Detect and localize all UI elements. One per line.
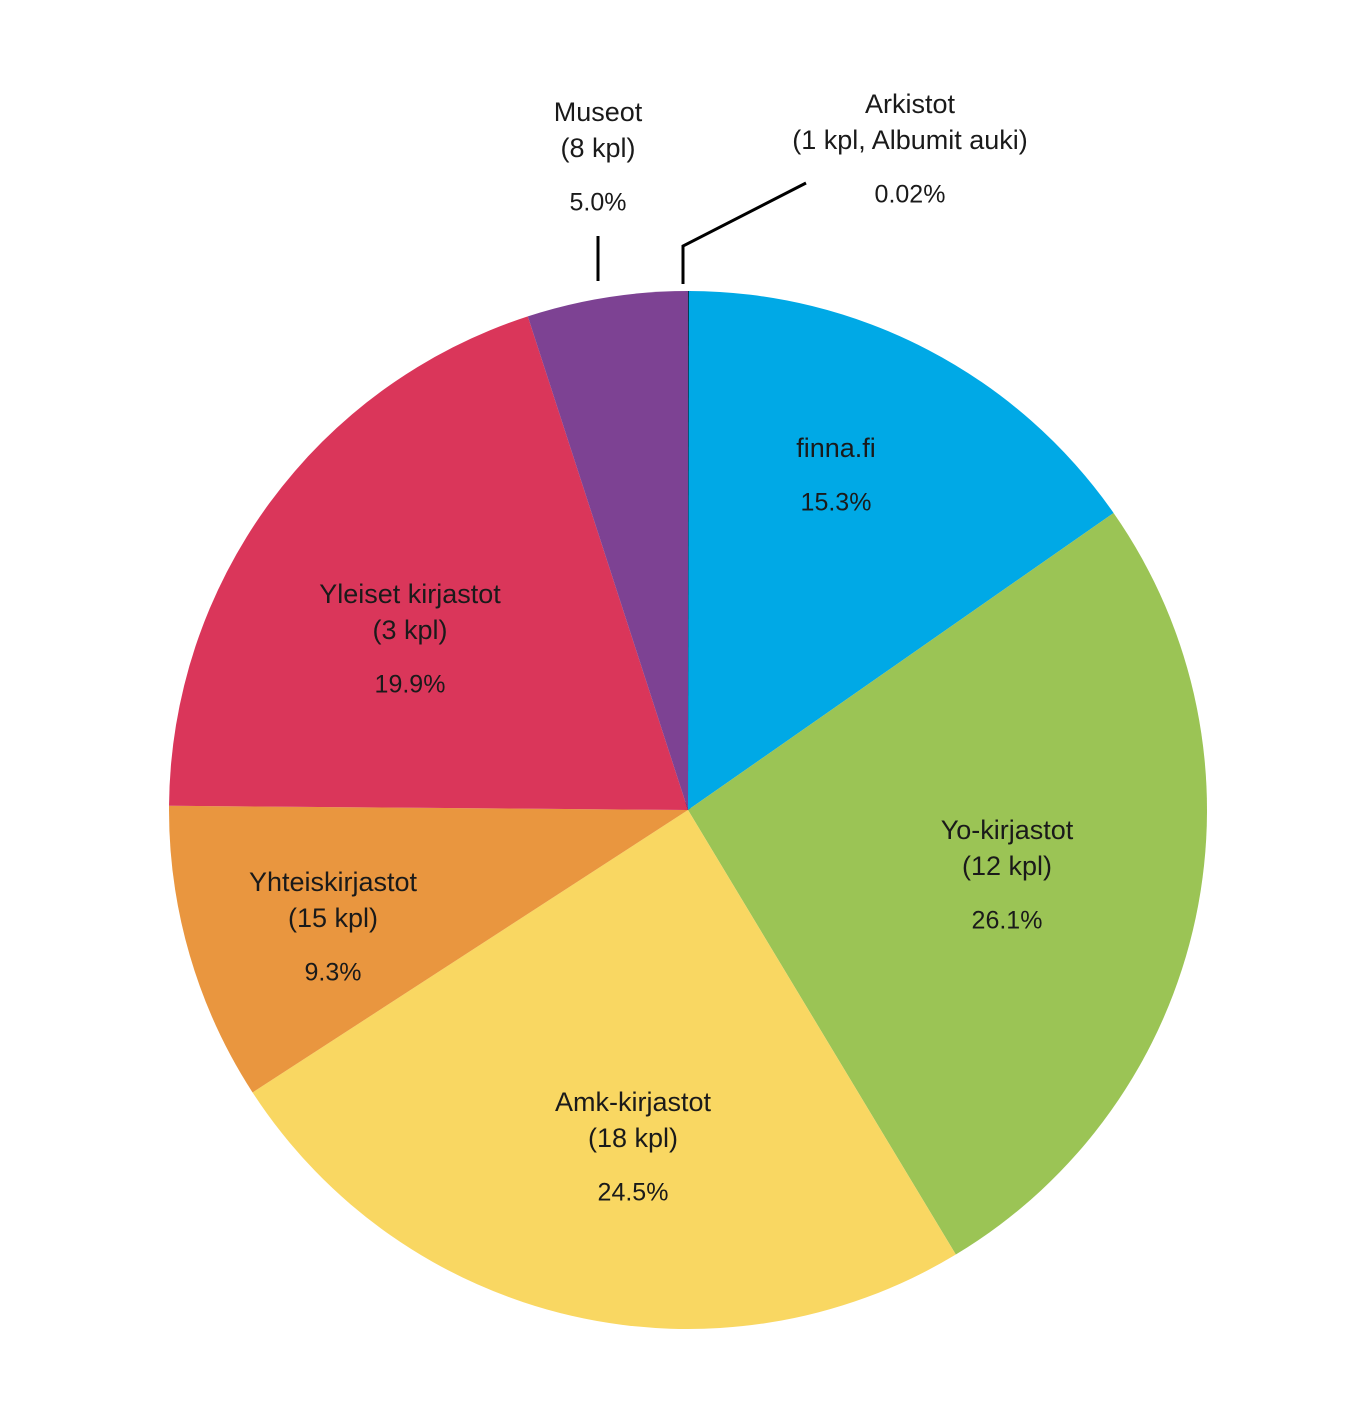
slice-percent-label: 5.0% bbox=[570, 189, 627, 217]
slice-label: Museot bbox=[554, 97, 643, 127]
slice-percent-label: 0.02% bbox=[875, 181, 946, 209]
leader-line bbox=[681, 181, 807, 284]
pie-slice-finna-fi bbox=[688, 291, 1114, 810]
pie-slice-museot bbox=[527, 291, 688, 810]
slice-count-label: (15 kpl) bbox=[288, 903, 378, 933]
slice-percent-label: 24.5% bbox=[598, 1179, 669, 1207]
pie-slice-yo-kirjastot bbox=[688, 512, 1208, 1255]
pie-slice-amk-kirjastot bbox=[252, 810, 956, 1330]
slice-count-label: (8 kpl) bbox=[560, 133, 635, 163]
slice-percent-label: 26.1% bbox=[972, 907, 1043, 935]
slice-count-label: (12 kpl) bbox=[962, 851, 1052, 881]
slice-percent-label: 15.3% bbox=[801, 489, 872, 517]
slice-label: Arkistot bbox=[865, 89, 956, 119]
slice-labels: Arkistot (1 kpl, Albumit auki) 0.02% finna.… bbox=[249, 89, 1074, 1206]
slice-percent-label: 19.9% bbox=[375, 671, 446, 699]
pie-slice-yleiset-kirjastot bbox=[169, 316, 688, 810]
leader-lines bbox=[596, 181, 807, 284]
slice-count-label: (3 kpl) bbox=[372, 615, 447, 645]
pie-slice-yhteiskirjastot bbox=[169, 805, 688, 1093]
slice-label: finna.fi bbox=[796, 433, 876, 463]
slice-count-label: (1 kpl, Albumit auki) bbox=[792, 125, 1028, 155]
slice-percent-label: 9.3% bbox=[305, 959, 362, 987]
slice-label: Yo-kirjastot bbox=[941, 815, 1074, 845]
pie-slices bbox=[169, 290, 1208, 1330]
slice-label: Yleiset kirjastot bbox=[319, 579, 501, 609]
slice-label: Yhteiskirjastot bbox=[249, 867, 418, 897]
slice-count-label: (18 kpl) bbox=[588, 1123, 678, 1153]
slice-label: Amk-kirjastot bbox=[555, 1087, 712, 1117]
